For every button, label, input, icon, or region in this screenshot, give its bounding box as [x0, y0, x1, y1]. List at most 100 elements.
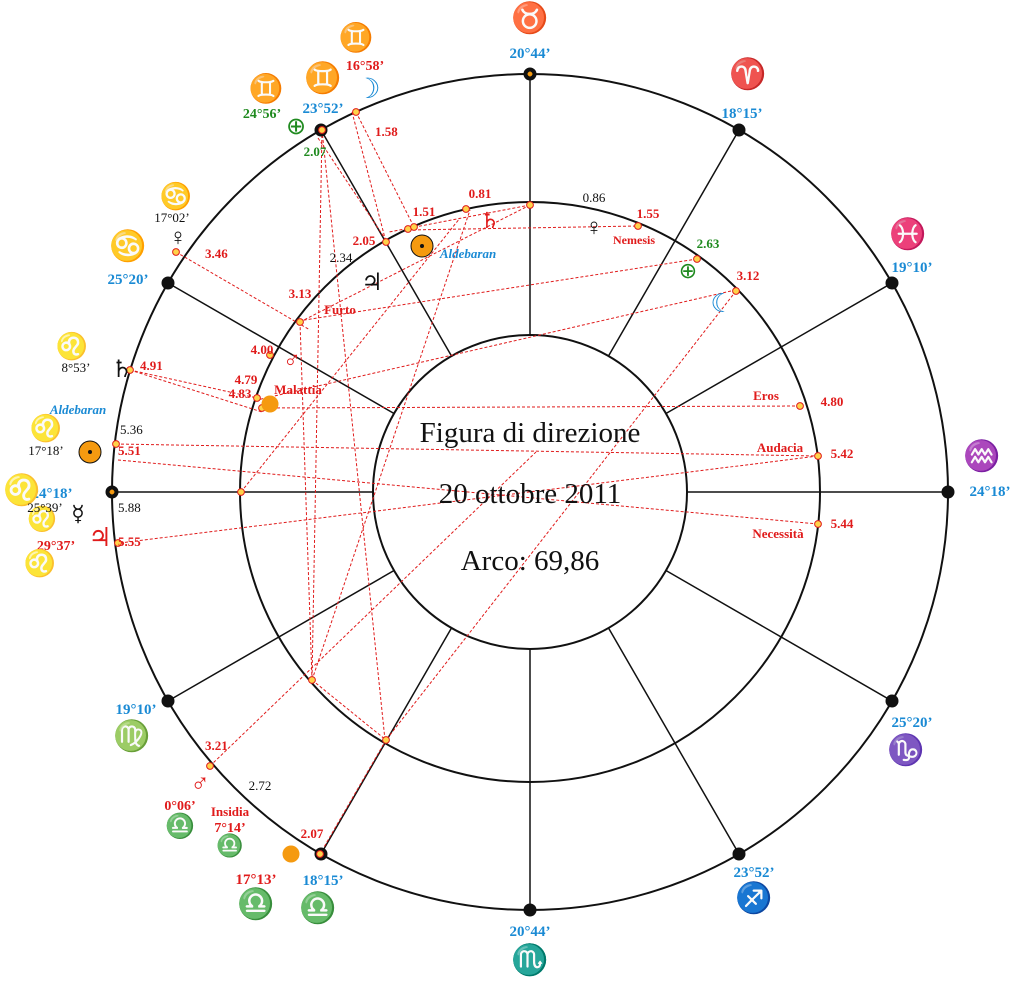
- cusp-dot: [941, 485, 955, 499]
- cusp-sign: ♉: [511, 0, 548, 35]
- point-marker: [382, 736, 390, 744]
- cusp-dot: [523, 903, 537, 917]
- sun-lib-degree: 17°13’: [236, 872, 277, 888]
- direction-line: [299, 204, 531, 323]
- point-marker: [382, 238, 390, 246]
- audacia-name: Audacia: [757, 440, 804, 455]
- point-marker: [693, 255, 701, 263]
- point-marker: [266, 351, 274, 359]
- eros-name: Eros: [753, 388, 779, 403]
- cusp-highlight: [527, 71, 533, 77]
- cusp-degree: 23°52’: [734, 865, 775, 881]
- cusp-degree: 23°52’: [303, 101, 344, 117]
- cusp-line: [607, 129, 740, 357]
- point-marker: [114, 539, 122, 547]
- direction-line: [256, 290, 732, 401]
- part-of-fortune-icon: ⊕: [286, 114, 306, 140]
- cusp-sign: ♏: [511, 942, 548, 977]
- direction-line: [129, 369, 258, 399]
- jupiter-leo-value: 5.55: [118, 534, 141, 549]
- direction-line: [319, 739, 387, 855]
- nemesis-value: 1.55: [637, 206, 660, 221]
- direction-line: [351, 111, 387, 243]
- mars-inner-icon: ♂: [283, 348, 301, 374]
- cusp-dot: [885, 694, 899, 708]
- point-marker: [814, 520, 822, 528]
- jupiter-extra: 2.34: [330, 250, 353, 265]
- cusp-sign: ♓: [889, 216, 926, 251]
- mars-lib-extra: 2.72: [249, 778, 272, 793]
- cusp-sign: ♐: [735, 880, 772, 915]
- direction-line: [317, 137, 387, 241]
- mars-lib-value: 3.21: [205, 738, 228, 753]
- cusp-degree: 20°44’: [510, 46, 551, 62]
- direction-line: [407, 225, 639, 231]
- direction-line: [175, 251, 311, 331]
- pof-gem-sign: ♊: [249, 72, 284, 105]
- point-marker: [296, 318, 304, 326]
- chart-arc: Arco: 69,86: [461, 545, 600, 577]
- cusp-dot: [885, 276, 899, 290]
- cusp-line: [665, 282, 893, 415]
- jupiter-inner-icon: ♃: [361, 270, 383, 296]
- aldebaran-star-inner: Aldebaran: [439, 246, 496, 261]
- cusp-degree: 25°20’: [108, 272, 149, 288]
- direction-line: [117, 459, 819, 525]
- sun-icon-inner-center: [420, 244, 424, 248]
- chart-date: 20 ottobre 2011: [439, 478, 622, 510]
- point-marker: [112, 440, 120, 448]
- cusp-dot: [161, 276, 175, 290]
- direction-line: [129, 369, 263, 413]
- direction-line: [321, 129, 386, 741]
- cusp-line: [665, 569, 893, 702]
- point-marker: [253, 394, 261, 402]
- point-marker: [796, 402, 804, 410]
- point-marker: [308, 676, 316, 684]
- direction-line: [240, 217, 461, 493]
- point-marker: [410, 223, 418, 231]
- direction-line: [297, 258, 698, 322]
- malattia-extra: 4.83: [229, 386, 252, 401]
- venus-cnc-sign: ♋: [160, 181, 192, 211]
- pof-gem-value: 2.07: [304, 144, 327, 159]
- direction-line: [299, 321, 313, 681]
- center-caption: Figura di direzione 20 ottobre 2011 Arco…: [420, 417, 641, 577]
- aldebaran-star-left: Aldebaran: [49, 402, 106, 417]
- cusp-sign: ♒: [963, 438, 1000, 473]
- mars-icon-lib: ♂: [190, 769, 210, 798]
- direction-line: [119, 455, 819, 544]
- jupiter-icon-leo: ♃: [88, 523, 111, 552]
- cusp-degree: 18°15’: [303, 873, 344, 889]
- cusp-sign: ♈: [729, 56, 766, 91]
- cusp-line: [607, 627, 740, 855]
- sun-leo-extra: 5.36: [120, 422, 143, 437]
- pof-value: 2.63: [697, 236, 720, 251]
- jupiter-value: 2.05: [353, 233, 376, 248]
- jupiter-leo-degree: 29°37’: [37, 539, 75, 554]
- sun-lib-value: 2.07: [301, 826, 324, 841]
- sun-ald-value: 1.51: [413, 204, 436, 219]
- point-marker: [318, 126, 326, 134]
- venus-cnc-value: 3.46: [205, 246, 228, 261]
- eros-value: 4.80: [821, 394, 844, 409]
- chart-labels: 20°44’♉18°15’♈19°10’♓24°18’♒25°20’♑23°52…: [3, 0, 1010, 977]
- mars-lib-sign: ♎: [165, 812, 195, 840]
- saturn-icon: ♄: [111, 357, 133, 383]
- cusp-degree: 19°10’: [892, 260, 933, 276]
- direction-line: [311, 679, 387, 741]
- cusp-sign: ♎: [299, 890, 336, 925]
- pof-gem-degree: 24°56’: [243, 107, 281, 122]
- chart-marks: [78, 67, 955, 917]
- cusp-highlight: [109, 489, 115, 495]
- moon-icon: ☽: [355, 74, 380, 105]
- cusp-dot: [732, 123, 746, 137]
- point-marker: [126, 366, 134, 374]
- mercury-leo-sign: ♌: [27, 505, 57, 533]
- cusp-sign: ♍: [113, 718, 150, 753]
- saturn-leo-sign: ♌: [56, 331, 88, 361]
- mars-value: 4.00: [251, 342, 274, 357]
- mars-lib-degree: 0°06’: [164, 799, 195, 814]
- malattia-value: 4.79: [235, 372, 258, 387]
- cusp-degree: 24°18’: [970, 484, 1011, 500]
